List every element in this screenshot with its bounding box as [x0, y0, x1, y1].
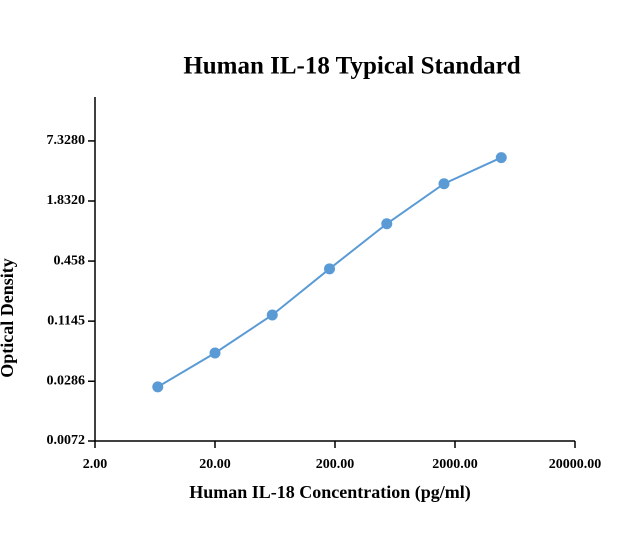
- data-point: [152, 381, 164, 393]
- x-axis-label: Human IL-18 Concentration (pg/ml): [189, 482, 471, 503]
- data-point: [495, 152, 507, 164]
- data-point: [266, 309, 278, 321]
- y-tick-label: 7.3280: [47, 133, 86, 148]
- data-point: [438, 178, 450, 190]
- y-axis-label: Optical Density: [0, 258, 17, 378]
- x-tick-label: 2.00: [83, 457, 108, 472]
- x-tick-label: 2000.00: [432, 457, 478, 472]
- data-point: [324, 263, 336, 275]
- data-point: [209, 347, 221, 359]
- x-tick-label: 200.00: [316, 457, 355, 472]
- y-tick-label: 0.0072: [47, 433, 86, 448]
- y-tick-label: 0.0286: [47, 373, 86, 388]
- data-point: [381, 218, 393, 230]
- chart-title: Human IL-18 Typical Standard: [183, 53, 520, 80]
- y-tick-label: 1.8320: [47, 193, 86, 208]
- x-tick-label: 20000.00: [549, 457, 602, 472]
- y-tick-label: 0.1145: [47, 313, 85, 328]
- y-tick-label: 0.458: [54, 253, 86, 268]
- x-tick-label: 20.00: [199, 457, 231, 472]
